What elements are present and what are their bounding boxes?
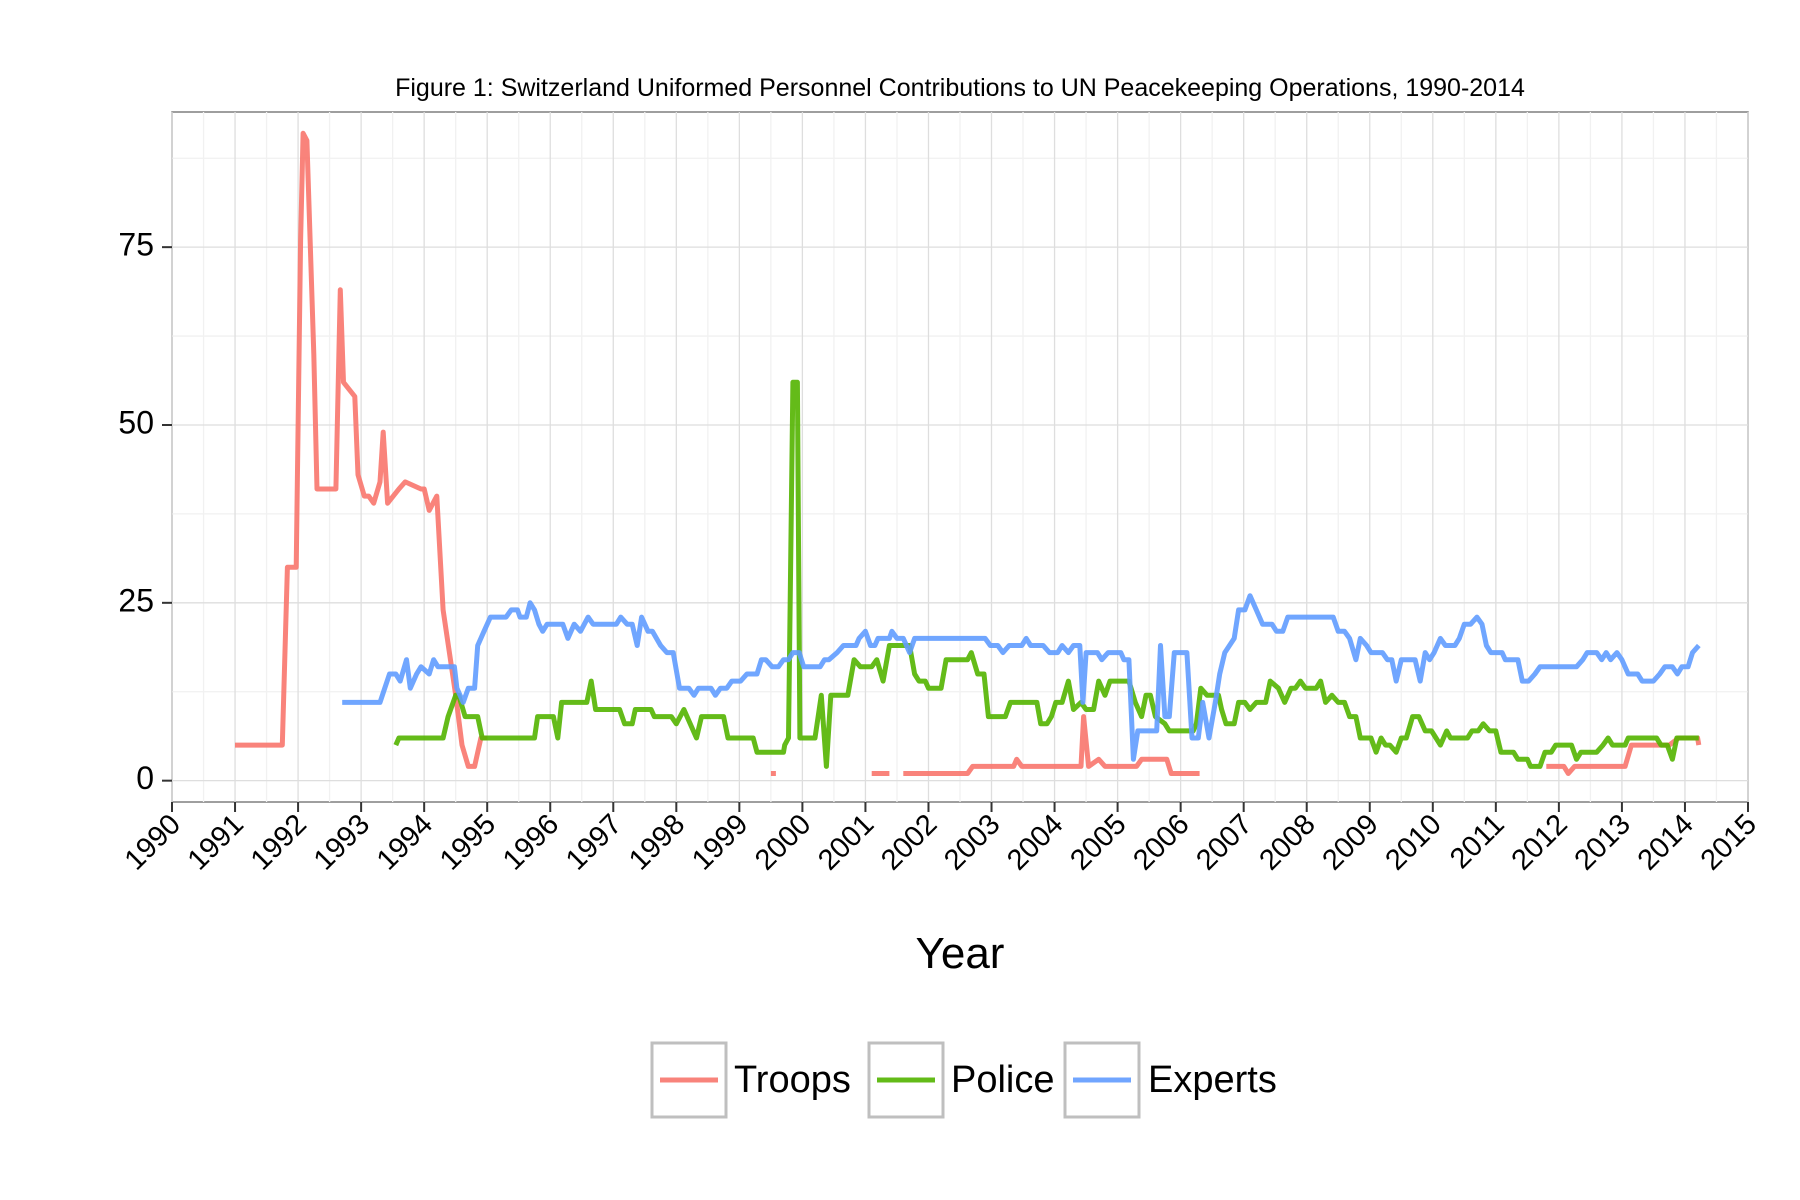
series-line-experts — [342, 593, 1701, 762]
chart-title: Figure 1: Switzerland Uniformed Personne… — [395, 74, 1525, 102]
x-tick-label: 2000 — [749, 808, 817, 876]
series-lines — [235, 130, 1702, 776]
y-tick-label: 25 — [118, 582, 154, 618]
x-tick-label: 2007 — [1190, 808, 1258, 876]
x-tick-label: 2011 — [1444, 808, 1511, 875]
x-tick-label: 2010 — [1380, 808, 1448, 876]
x-tick-label: 1993 — [308, 808, 376, 876]
x-tick-label: 2002 — [875, 808, 943, 876]
series-line-troops — [903, 714, 1200, 776]
x-tick-label: 2004 — [1001, 808, 1069, 876]
x-tick-label: 2009 — [1316, 808, 1384, 876]
x-tick-label: 2005 — [1064, 808, 1132, 876]
y-tick-label: 50 — [118, 404, 154, 440]
x-tick-label: 2001 — [812, 808, 880, 876]
x-tick-label: 2003 — [938, 808, 1006, 876]
y-tick-label: 75 — [118, 227, 154, 263]
series-line-police — [393, 379, 1699, 769]
x-tick-label: 1998 — [623, 808, 691, 876]
x-tick-label: 2006 — [1127, 808, 1195, 876]
legend: Troops Police Experts — [650, 1041, 1277, 1119]
y-tick-label: 0 — [136, 760, 154, 796]
x-tick-label: 2013 — [1569, 808, 1637, 876]
x-tick-label: 1999 — [686, 808, 754, 876]
legend-label-police: Police — [951, 1059, 1055, 1101]
x-tick-label: 2015 — [1695, 808, 1763, 876]
x-tick-label: 1995 — [434, 808, 502, 876]
x-tick-label: 2008 — [1253, 808, 1321, 876]
x-tick-label: 1994 — [371, 808, 439, 876]
x-tick-label: 1992 — [245, 808, 313, 876]
grid — [171, 111, 1749, 803]
x-tick-label: 1996 — [497, 808, 565, 876]
x-tick-label: 1991 — [182, 808, 250, 876]
x-tick-label: 1990 — [119, 808, 187, 876]
legend-label-troops: Troops — [734, 1059, 851, 1101]
x-tick-label: 2012 — [1506, 808, 1574, 876]
x-tick-label: 1997 — [560, 808, 628, 876]
legend-label-experts: Experts — [1148, 1059, 1277, 1101]
x-axis-title: Year — [916, 929, 1005, 978]
x-tick-label: 2014 — [1632, 808, 1700, 876]
